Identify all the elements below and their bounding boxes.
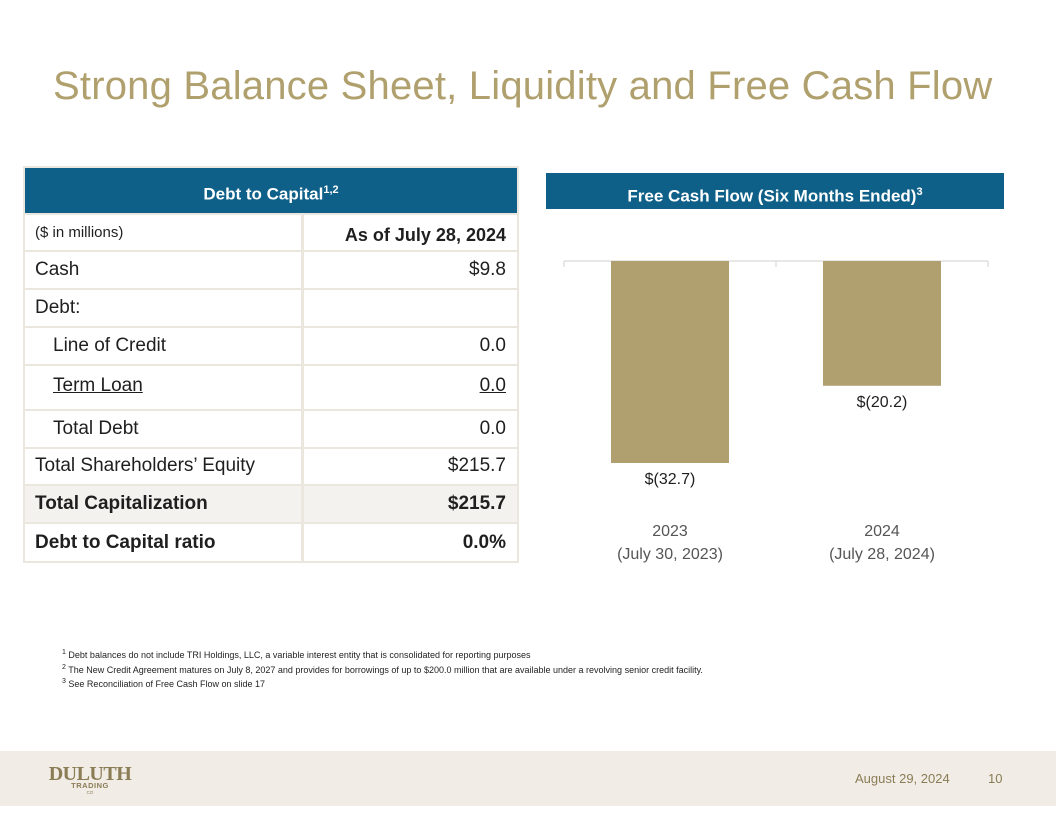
fcf-value-label: $(20.2) [857,394,908,411]
row-label: Total Debt [25,411,301,447]
footnote-text: The New Credit Agreement matures on July… [68,664,703,675]
table-row: Total Debt 0.0 [25,411,517,447]
slide-footer: DULUTH TRADING CO August 29, 2024 10 [0,751,1056,806]
fcf-bars [611,261,941,463]
page-number: 10 [988,771,1003,786]
table-row: Debt: [25,290,517,326]
fcf-header-sup: 3 [916,186,923,198]
fcf-category-label: 2024 [864,523,900,540]
footnote: 3 See Reconciliation of Free Cash Flow o… [62,676,703,691]
row-value: 0.0 [479,375,506,396]
row-value: 0.0% [304,524,517,561]
row-value: 0.0 [304,411,517,447]
footnote-number: 3 [62,678,66,685]
row-value: $215.7 [304,449,517,484]
logo-line1: DULUTH [49,763,133,785]
footer-date: August 29, 2024 [855,771,950,786]
row-value: $9.8 [304,252,517,288]
footnote: 2 The New Credit Agreement matures on Ju… [62,662,703,677]
row-label: Debt: [25,290,301,326]
footnote-text: See Reconciliation of Free Cash Flow on … [68,679,266,689]
logo-line3: CO [87,790,94,795]
row-value: $215.7 [304,486,517,522]
debt-to-capital-table: Debt to Capital1,2 ($ in millions) As of… [23,166,519,563]
fcf-category-sublabel: (July 30, 2023) [617,546,723,563]
footnote-number: 2 [62,663,66,671]
logo-line2: TRADING [71,781,109,790]
debt-table-header: Debt to Capital1,2 [25,168,517,213]
debt-table-header-text: Debt to Capital [203,184,324,204]
row-label: Debt to Capital ratio [25,524,301,561]
fcf-bar-chart: $(32.7) 2023 (July 30, 2023) $(20.2) 2024 (Ju… [563,260,989,563]
footnote-text: Debt balances do not include TRI Holding… [68,650,531,660]
footnote-number: 1 [62,649,66,656]
table-row: Total Shareholders’ Equity $215.7 [25,449,517,484]
debt-table-header-sup: 1,2 [323,184,339,196]
row-label: Term Loan [53,375,143,396]
footnote: 1 Debt balances do not include TRI Holdi… [62,647,703,662]
row-label: Line of Credit [25,328,301,364]
fcf-category-label: 2023 [652,523,688,540]
table-row: Debt to Capital ratio 0.0% [25,524,517,561]
row-label: Total Capitalization [25,486,301,522]
row-value-cell: 0.0 [304,366,517,409]
table-column-header-row: ($ in millions) As of July 28, 2024 [25,215,517,250]
units-label: ($ in millions) [25,215,301,250]
fcf-bar-2024 [823,261,941,386]
row-value: 0.0 [304,328,517,364]
date-column-header: As of July 28, 2024 [304,215,517,250]
row-label-cell: Term Loan [25,366,301,409]
table-row: Cash $9.8 [25,252,517,288]
fcf-bar-2023 [611,261,729,463]
row-label: Cash [25,252,301,288]
fcf-value-label: $(32.7) [645,471,696,488]
fcf-chart-header: Free Cash Flow (Six Months Ended)3 [546,173,1004,209]
fcf-category-sublabel: (July 28, 2024) [829,546,935,563]
row-label: Total Shareholders’ Equity [25,449,301,484]
slide-title: Strong Balance Sheet, Liquidity and Free… [53,64,993,108]
fcf-header-text: Free Cash Flow (Six Months Ended) [627,186,917,206]
table-row: Total Capitalization $215.7 [25,486,517,522]
row-value [304,290,517,326]
fcf-labels: $(32.7) 2023 (July 30, 2023) $(20.2) 2024 (Ju… [617,394,935,563]
footnotes: 1 Debt balances do not include TRI Holdi… [62,647,703,691]
duluth-trading-logo: DULUTH TRADING CO [49,763,133,795]
table-row: Line of Credit 0.0 [25,328,517,364]
table-row: Term Loan 0.0 [25,366,517,409]
